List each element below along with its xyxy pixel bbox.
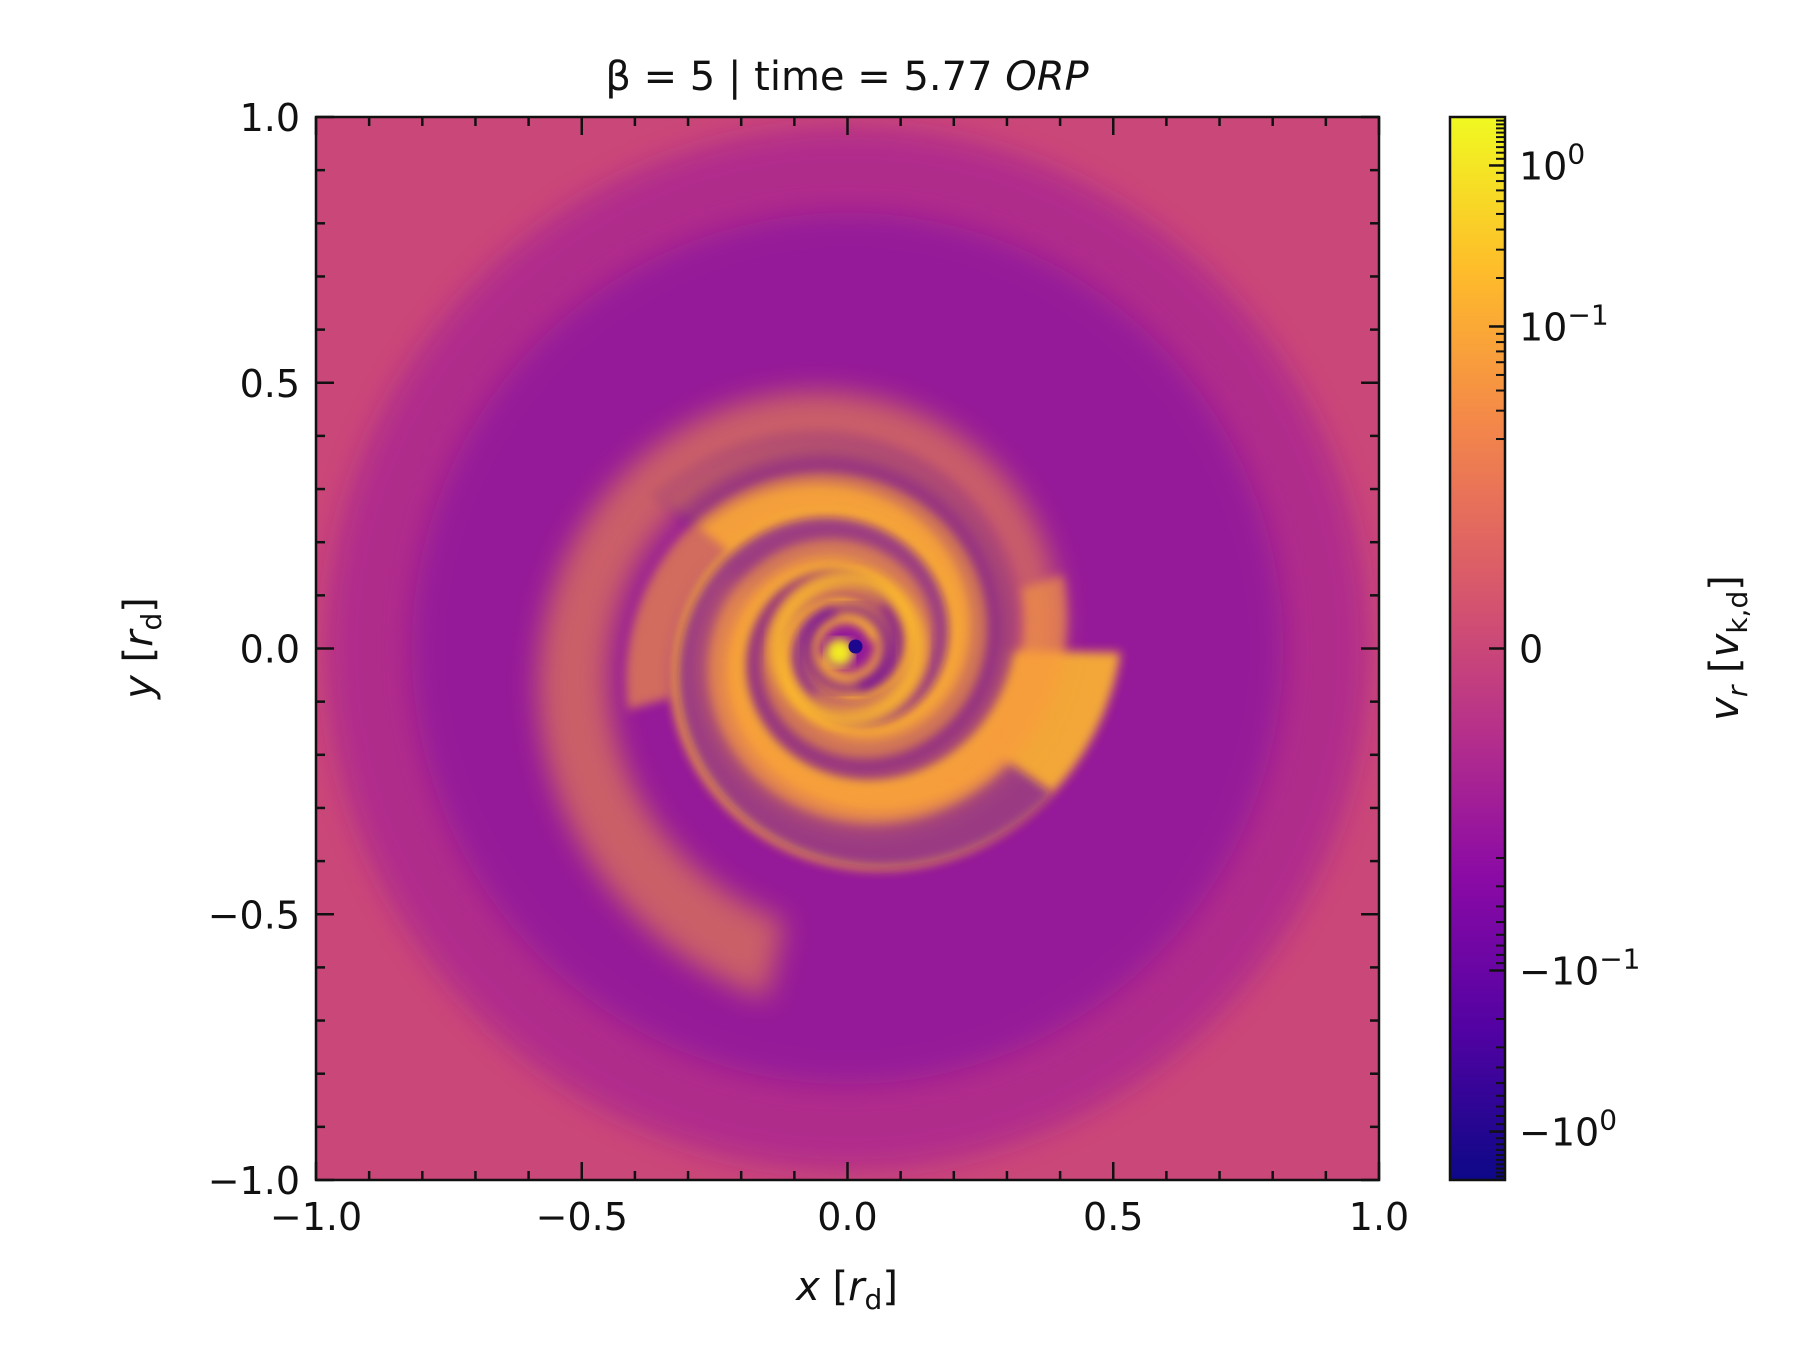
- x-tick-label: 0.0: [817, 1195, 877, 1239]
- colorbar-label-var: v: [1702, 696, 1748, 721]
- x-tick-label: −0.5: [536, 1195, 628, 1239]
- colorbar-tick-base: 10: [1519, 305, 1567, 349]
- y-axis-unit-open: [: [116, 647, 162, 675]
- y-axis-unit-close: ]: [116, 597, 162, 613]
- colorbar-label-unit-sub: k,d: [1721, 591, 1754, 634]
- colorbar-tick-sign: −: [1519, 1111, 1551, 1155]
- x-axis-unit-var: r: [848, 1264, 867, 1310]
- y-axis-var: y: [116, 674, 162, 700]
- x-tick-labels: −1.0 −0.5 0.0 0.5 1.0: [270, 1195, 1409, 1239]
- y-axis-unit-var: r: [116, 628, 162, 647]
- y-tick-label: −1.0: [208, 1159, 300, 1203]
- spiral-arm-outer: [538, 391, 1060, 999]
- x-axis-unit-sub: d: [865, 1283, 883, 1316]
- colorbar-label-unit-close: ]: [1702, 575, 1748, 591]
- colorbar-tick-base: 0: [1519, 628, 1543, 672]
- x-axis-label: x [rd]: [794, 1264, 898, 1316]
- colorbar-tick-exponent: 0: [1599, 1104, 1617, 1137]
- axis-ticks: [314, 115, 1381, 1182]
- chart-title: β = 5 | time = 5.77 ORP: [605, 54, 1089, 100]
- x-axis-var: x: [794, 1264, 820, 1310]
- colorbar-tick-label: −10−1: [1519, 943, 1640, 994]
- colorbar-label-unit-open: [: [1702, 657, 1748, 685]
- colorbar-tick-label: 10−1: [1519, 298, 1609, 349]
- colorbar-label-unit-var: v: [1702, 632, 1748, 657]
- core-dark: [848, 639, 863, 654]
- colorbar-tick-sign: −: [1519, 950, 1551, 994]
- heatmap-image: [316, 117, 1379, 1180]
- y-axis-label: y [rd]: [116, 597, 168, 700]
- x-tick-label: 1.0: [1349, 1195, 1409, 1239]
- colorbar-tick-exponent: −1: [1599, 943, 1640, 976]
- colorbar-tick-base: 10: [1551, 1111, 1599, 1155]
- colorbar-tick-base: 10: [1519, 144, 1567, 188]
- y-tick-labels: −1.0 −0.5 0.0 0.5 1.0: [208, 96, 300, 1203]
- title-italic: ORP: [1005, 54, 1089, 100]
- x-axis-unit-close: ]: [882, 1264, 898, 1310]
- colorbar-tick-label: −100: [1519, 1104, 1617, 1155]
- y-tick-label: 0.0: [240, 628, 300, 672]
- title-main: β = 5 | time = 5.77: [605, 54, 1005, 100]
- core-bright: [825, 638, 854, 667]
- y-tick-label: 0.5: [240, 362, 300, 406]
- colorbar-tick-label: 0: [1519, 628, 1543, 672]
- inner-ring-dark: [802, 603, 893, 694]
- x-axis-unit-open: [: [820, 1264, 848, 1310]
- y-tick-label: 1.0: [240, 96, 300, 140]
- colorbar-label-subvar: r: [1721, 684, 1754, 697]
- inner-ring: [768, 569, 927, 728]
- colorbar-ticks: [1489, 119, 1505, 1178]
- spiral-arm: [626, 472, 988, 759]
- colorbar-label: vr [vk,d]: [1702, 575, 1754, 721]
- colorbar-tick-exponent: 0: [1567, 137, 1585, 170]
- y-axis-unit-sub: d: [135, 613, 168, 631]
- x-tick-label: −1.0: [270, 1195, 362, 1239]
- colorbar-tick-base: 10: [1551, 950, 1599, 994]
- x-tick-label: 0.5: [1083, 1195, 1143, 1239]
- colorbar-tick-label: 100: [1519, 137, 1585, 188]
- y-tick-label: −0.5: [208, 893, 300, 937]
- colorbar-tick-exponent: −1: [1567, 298, 1608, 331]
